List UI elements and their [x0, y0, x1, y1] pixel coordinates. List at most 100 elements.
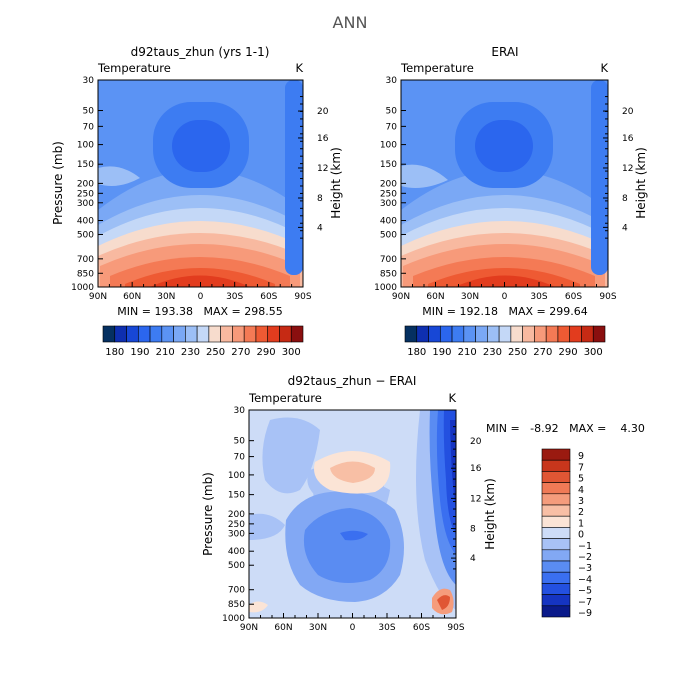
contour-field [401, 80, 608, 287]
panel-title: d92taus_zhun (yrs 1-1) [131, 45, 270, 59]
colorbar-label: −9 [578, 608, 592, 619]
colorbar-cell [114, 325, 127, 343]
y-tick-label: 1000 [222, 614, 245, 624]
colorbar-cell [541, 538, 571, 551]
y-tick-label: 30 [234, 406, 246, 416]
colorbar-cell [541, 594, 571, 607]
y2-tick-label: 12 [622, 164, 633, 174]
contour-field [249, 410, 456, 618]
colorbar-cell [102, 325, 116, 343]
y-tick-label: 200 [380, 179, 397, 189]
colorbar-cell [545, 325, 559, 343]
colorbar-label: 4 [578, 485, 584, 496]
colorbar-label: 2 [578, 507, 584, 518]
colorbar-label: 7 [578, 462, 584, 473]
y2-tick-label: 4 [317, 223, 323, 233]
x-tick-label: 30S [530, 292, 547, 302]
x-tick-label: 30N [461, 292, 479, 302]
colorbar: 180 190 210 230 250 270 290 300 [404, 325, 606, 358]
x-tick-label: 90S [294, 292, 311, 302]
x-tick-label: 60S [565, 292, 582, 302]
y-tick-label: 850 [77, 269, 94, 279]
y-tick-label: 250 [380, 189, 397, 199]
variable-label: Temperature [400, 61, 474, 75]
colorbar-label: 0 [578, 530, 584, 541]
colorbar-label: 210 [458, 347, 477, 358]
y-tick-label: 70 [386, 122, 398, 132]
y-tick-label: 300 [77, 199, 94, 209]
y-tick-label: 70 [234, 453, 246, 463]
x-tick-label: 90N [240, 623, 258, 633]
colorbar-label: 5 [578, 474, 584, 485]
y-tick-label: 250 [228, 520, 245, 530]
colorbar-cell [267, 325, 280, 343]
y-tick-label: 100 [228, 471, 245, 481]
colorbar-label: −7 [578, 597, 592, 608]
units-label: K [448, 391, 456, 405]
x-tick-label: 30N [309, 623, 327, 633]
x-tick-label: 90N [89, 292, 107, 302]
y2-tick-label: 8 [317, 194, 323, 204]
y-tick-label: 850 [380, 269, 397, 279]
colorbar-cell [541, 515, 571, 528]
colorbar-cell [541, 504, 571, 517]
colorbar-cell [557, 325, 571, 343]
y-tick-label: 1000 [374, 283, 397, 293]
y-tick-label: 1000 [71, 283, 94, 293]
y2-tick-label: 20 [470, 437, 482, 447]
panel-reanalysis: ERAI Temperature K 90N 60N 30N 0 30S 60S 90S 3… [374, 45, 648, 358]
colorbar-label: 270 [533, 347, 552, 358]
x-tick-label: 30S [378, 623, 395, 633]
colorbar-cell [487, 325, 500, 343]
panel-model: d92taus_zhun (yrs 1-1) Temperature K 90N… [51, 45, 343, 358]
colorbar-cell [541, 471, 571, 483]
colorbar-cell [541, 482, 571, 495]
min-max-label: MIN = 192.18 MAX = 299.64 [422, 305, 587, 318]
colorbar-label: 250 [508, 347, 527, 358]
colorbar-label: 3 [578, 496, 584, 507]
variable-label: Temperature [248, 391, 322, 405]
y-tick-label: 700 [228, 586, 245, 596]
figure-title: ANN [333, 13, 368, 32]
colorbar-label: −2 [578, 552, 592, 563]
colorbar-cell [404, 325, 418, 343]
y-axis-title: Pressure (mb) [201, 472, 215, 556]
colorbar-label: 210 [156, 347, 175, 358]
colorbar-cell [592, 325, 606, 343]
y2-axis-title: Height (km) [329, 147, 343, 218]
panel-title: d92taus_zhun − ERAI [288, 374, 417, 388]
y-axis-height: 20 16 12 8 4 [603, 96, 634, 239]
contour-field [98, 80, 303, 287]
colorbar-cell [255, 325, 269, 343]
min-max-label: MIN = -8.92 MAX = 4.30 [486, 422, 645, 435]
y2-tick-label: 4 [470, 554, 476, 564]
y-tick-label: 300 [228, 529, 245, 539]
colorbar-cell [220, 325, 233, 343]
x-axis: 90N 60N 30N 0 30S 60S 90S [89, 282, 312, 302]
y-tick-label: 30 [386, 76, 398, 86]
y-tick-label: 400 [77, 217, 94, 227]
y-tick-label: 150 [77, 160, 94, 170]
colorbar-cell [126, 325, 139, 343]
colorbar-cell [569, 325, 582, 343]
colorbar-cell [541, 448, 571, 461]
y-axis-height: 20 16 12 8 4 [298, 96, 329, 239]
colorbar-cell [541, 560, 571, 573]
y2-tick-label: 16 [470, 464, 482, 474]
colorbar-cell [534, 325, 547, 343]
colorbar-cell [137, 325, 151, 343]
x-tick-label: 0 [350, 623, 356, 633]
colorbar-label: 290 [256, 347, 275, 358]
x-axis: 90N 60N 30N 0 30S 60S 90S [240, 613, 465, 633]
x-tick-label: 0 [198, 292, 204, 302]
panel-difference: d92taus_zhun − ERAI Temperature K 90N 60N… [201, 374, 645, 633]
y2-tick-label: 16 [622, 134, 634, 144]
y-tick-label: 400 [228, 547, 245, 557]
colorbar-label: 250 [206, 347, 225, 358]
y-tick-label: 500 [228, 561, 245, 571]
y-tick-label: 100 [77, 141, 94, 151]
colorbar-cell [416, 325, 429, 343]
y-tick-label: 200 [228, 510, 245, 520]
